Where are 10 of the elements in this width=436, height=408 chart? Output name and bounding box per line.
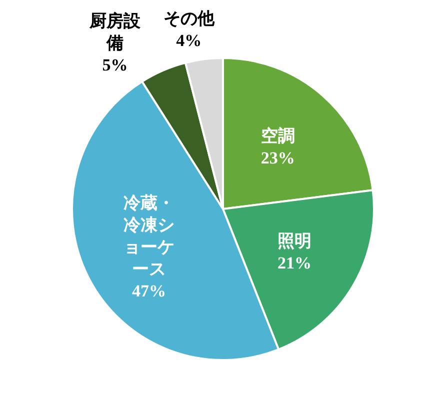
data-label: 5% <box>102 55 128 74</box>
data-label: 23% <box>260 148 295 168</box>
data-label: 4% <box>176 30 202 50</box>
slice-label: その他 <box>163 8 216 28</box>
slice-label: 照明 <box>277 230 312 250</box>
data-label: 47% <box>132 281 166 300</box>
slice-label: 冷蔵・冷凍ショーケース <box>124 193 174 278</box>
slice-label: 厨房設備 <box>88 11 142 52</box>
slice-label: 空調 <box>260 126 295 146</box>
data-label: 21% <box>277 252 312 272</box>
